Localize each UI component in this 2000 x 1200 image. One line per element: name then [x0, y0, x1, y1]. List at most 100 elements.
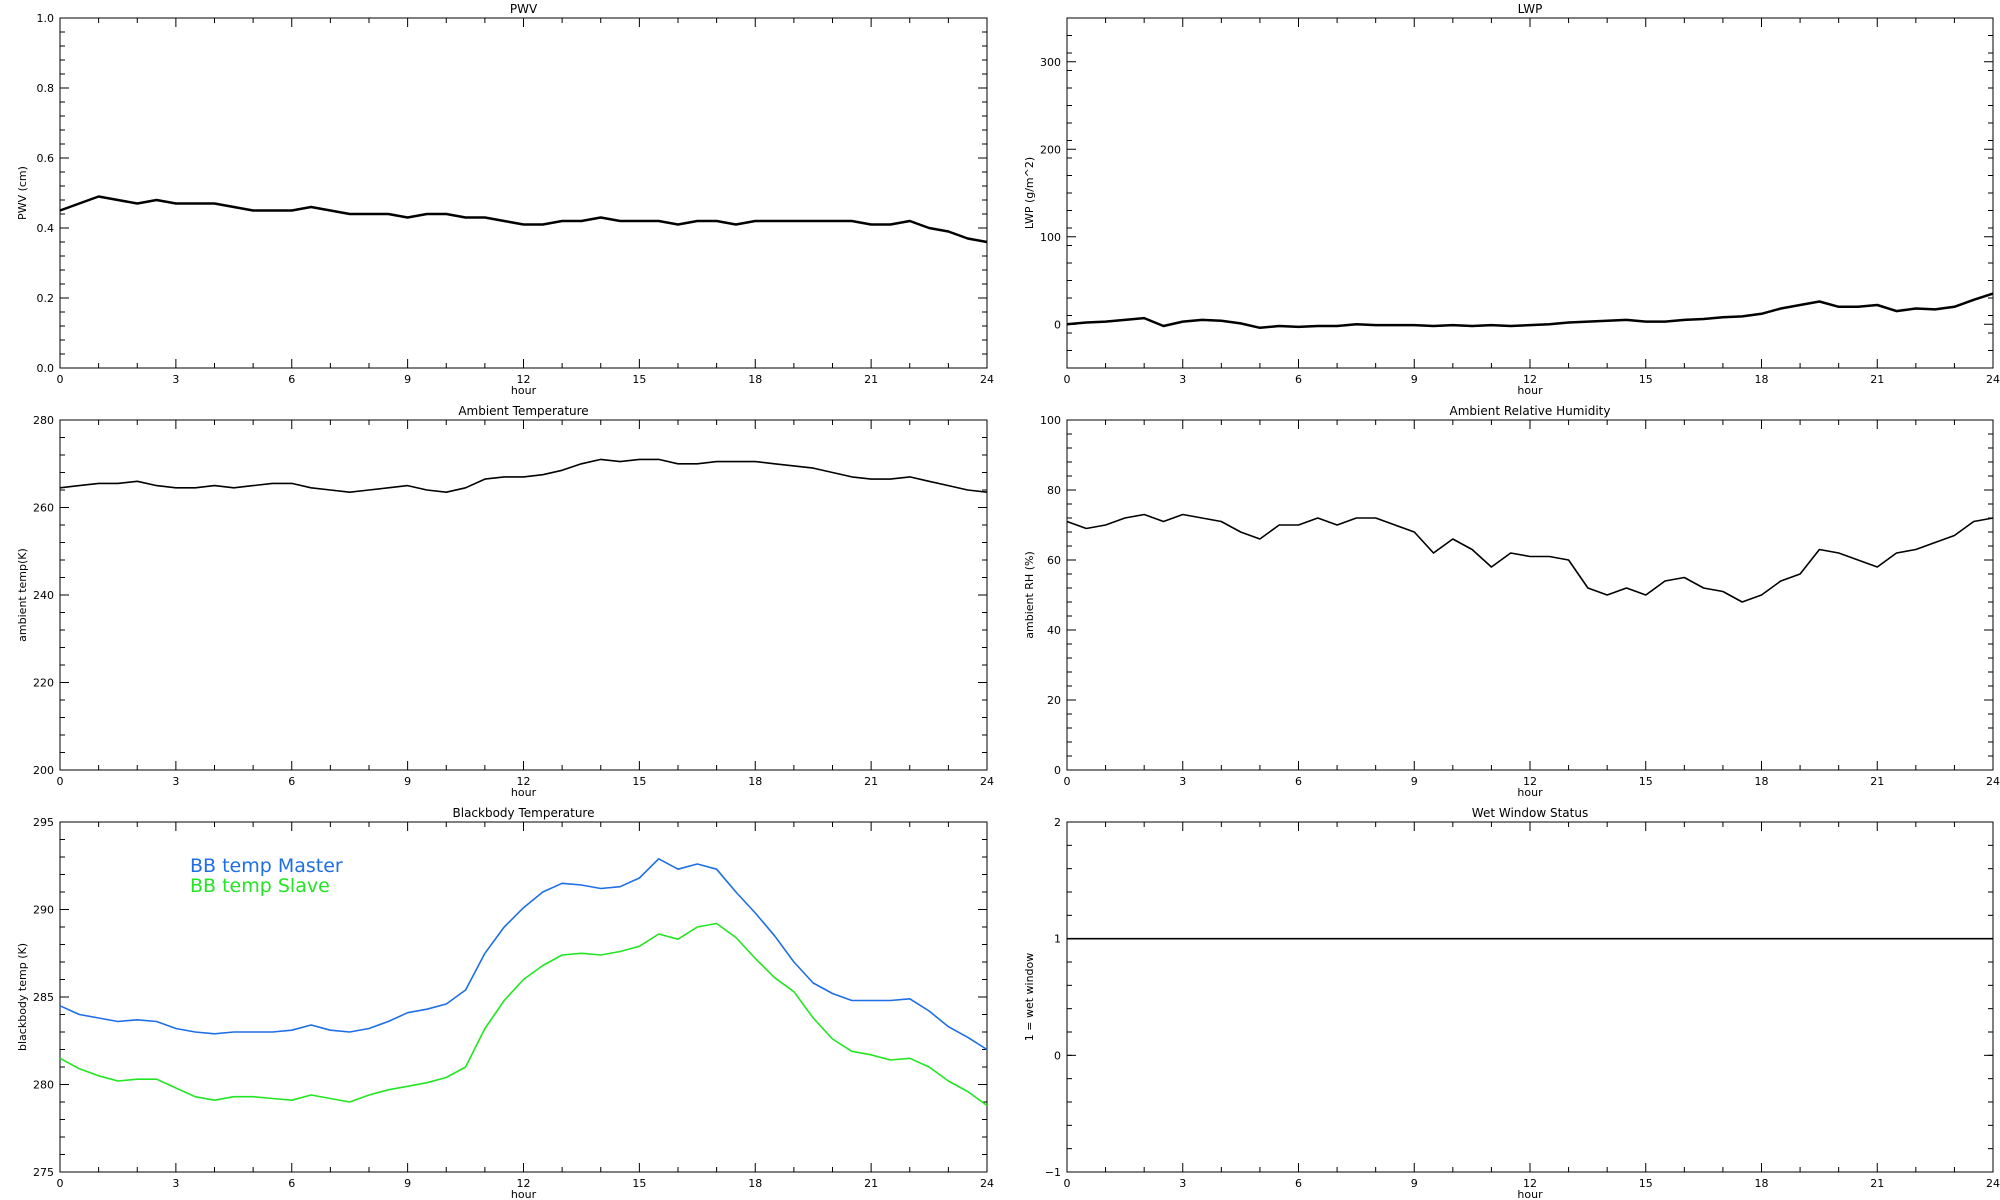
- y-axis-label: LWP (g/m^2): [1023, 157, 1036, 229]
- y-tick-label: 285: [33, 991, 54, 1004]
- x-tick-label: 9: [404, 373, 411, 386]
- y-tick-label: 80: [1047, 484, 1061, 497]
- y-tick-label: 275: [33, 1166, 54, 1179]
- y-tick-label: 220: [33, 677, 54, 690]
- chart-title: Ambient Temperature: [458, 404, 588, 418]
- x-tick-label: 3: [1179, 373, 1186, 386]
- x-tick-label: 0: [57, 1177, 64, 1190]
- chart-title: Blackbody Temperature: [453, 806, 595, 820]
- x-tick-label: 0: [57, 775, 64, 788]
- legend-entry: BB temp Slave: [190, 875, 330, 897]
- x-tick-label: 18: [1755, 1177, 1769, 1190]
- y-tick-label: 2: [1054, 816, 1061, 829]
- x-tick-label: 12: [517, 373, 531, 386]
- x-tick-label: 3: [172, 373, 179, 386]
- series-line-lwp: [1066, 292, 1994, 330]
- x-tick-label: 15: [1639, 775, 1653, 788]
- x-tick-label: 6: [1295, 1177, 1302, 1190]
- x-tick-label: 3: [172, 775, 179, 788]
- x-tick-label: 0: [57, 373, 64, 386]
- chart-title: LWP: [1518, 2, 1543, 16]
- y-axis-label: PWV (cm): [16, 166, 29, 220]
- chart-pwv: PWV 0 3 6 9 12 15 18 21 24 hour 0.0 0.2 0.4 0.6 0.8 1.0 P…: [16, 2, 994, 397]
- x-tick-label: 0: [1064, 775, 1071, 788]
- x-tick-label: 9: [404, 775, 411, 788]
- x-tick-label: 21: [864, 373, 878, 386]
- x-tick-label: 21: [1870, 775, 1884, 788]
- x-tick-label: 6: [1295, 373, 1302, 386]
- series-line-ambient-relative-humidity: [1066, 513, 1994, 603]
- x-tick-label: 9: [404, 1177, 411, 1190]
- x-tick-label: 15: [632, 1177, 646, 1190]
- x-tick-label: 24: [980, 1177, 994, 1190]
- x-tick-label: 12: [1523, 1177, 1537, 1190]
- y-tick-label: 100: [1040, 231, 1061, 244]
- chart-title: Ambient Relative Humidity: [1450, 404, 1611, 418]
- x-tick-label: 15: [632, 373, 646, 386]
- x-tick-label: 15: [1639, 1177, 1653, 1190]
- y-tick-label: 60: [1047, 554, 1061, 567]
- x-tick-label: 24: [1986, 1177, 2000, 1190]
- plot-frame: [59, 419, 988, 771]
- y-axis-label: ambient temp(K): [16, 548, 29, 642]
- y-axis-label: ambient RH (%): [1023, 551, 1036, 639]
- y-tick-label: −1: [1045, 1166, 1061, 1179]
- x-tick-label: 12: [517, 775, 531, 788]
- x-tick-label: 3: [172, 1177, 179, 1190]
- y-tick-label: 0.0: [37, 362, 55, 375]
- series-line-bb-temp-slave: [59, 922, 988, 1107]
- x-tick-label: 0: [1064, 1177, 1071, 1190]
- x-tick-label: 0: [1064, 373, 1071, 386]
- plot-frame: [1066, 821, 1994, 1173]
- chart-blackbody-temperature: Blackbody Temperature 0 3 6 9 12 15 18 21 24 hour 2…: [16, 806, 994, 1200]
- x-tick-label: 15: [1639, 373, 1653, 386]
- x-tick-label: 18: [748, 373, 762, 386]
- y-tick-label: 0.6: [37, 152, 55, 165]
- x-tick-label: 3: [1179, 1177, 1186, 1190]
- x-tick-label: 21: [864, 775, 878, 788]
- y-tick-label: 100: [1040, 414, 1061, 427]
- x-tick-label: 24: [1986, 775, 2000, 788]
- x-tick-label: 6: [1295, 775, 1302, 788]
- y-tick-label: 0: [1054, 318, 1061, 331]
- y-axis-label: 1 = wet window: [1023, 953, 1036, 1042]
- plot-frame: [1066, 419, 1994, 771]
- x-tick-label: 18: [748, 1177, 762, 1190]
- x-axis-label: hour: [1517, 786, 1543, 799]
- y-tick-label: 20: [1047, 694, 1061, 707]
- plot-frame: [1066, 17, 1994, 369]
- series-line-pwv: [59, 195, 988, 244]
- y-tick-label: 40: [1047, 624, 1061, 637]
- y-tick-label: 0: [1054, 764, 1061, 777]
- y-tick-label: 300: [1040, 56, 1061, 69]
- x-tick-label: 6: [288, 1177, 295, 1190]
- plot-frame: [59, 17, 988, 369]
- x-axis-label: hour: [1517, 384, 1543, 397]
- x-tick-label: 18: [748, 775, 762, 788]
- y-tick-label: 0: [1054, 1049, 1061, 1062]
- y-tick-label: 280: [33, 1079, 54, 1092]
- y-tick-label: 1.0: [37, 12, 55, 25]
- y-tick-label: 260: [33, 502, 54, 515]
- chart-ambient-relative-humidity: Ambient Relative Humidity 0 3 6 9 12 15 18 21 24 h…: [1023, 404, 2000, 799]
- x-axis-label: hour: [511, 1188, 537, 1200]
- x-tick-label: 24: [1986, 373, 2000, 386]
- x-tick-label: 12: [1523, 373, 1537, 386]
- series-line-bb-temp-master: [59, 857, 988, 1051]
- x-tick-label: 9: [1411, 373, 1418, 386]
- x-tick-label: 9: [1411, 775, 1418, 788]
- x-tick-label: 12: [517, 1177, 531, 1190]
- chart-title: Wet Window Status: [1472, 806, 1588, 820]
- x-tick-label: 6: [288, 373, 295, 386]
- x-tick-label: 21: [864, 1177, 878, 1190]
- y-tick-label: 290: [33, 904, 54, 917]
- x-tick-label: 3: [1179, 775, 1186, 788]
- x-tick-label: 6: [288, 775, 295, 788]
- chart-lwp: LWP 0 3 6 9 12 15 18 21 24 hour 0 100 200 300 LWP (g/m^…: [1023, 2, 2000, 397]
- y-tick-label: 200: [1040, 143, 1061, 156]
- legend-entry: BB temp Master: [190, 855, 343, 877]
- y-tick-label: 1: [1054, 933, 1061, 946]
